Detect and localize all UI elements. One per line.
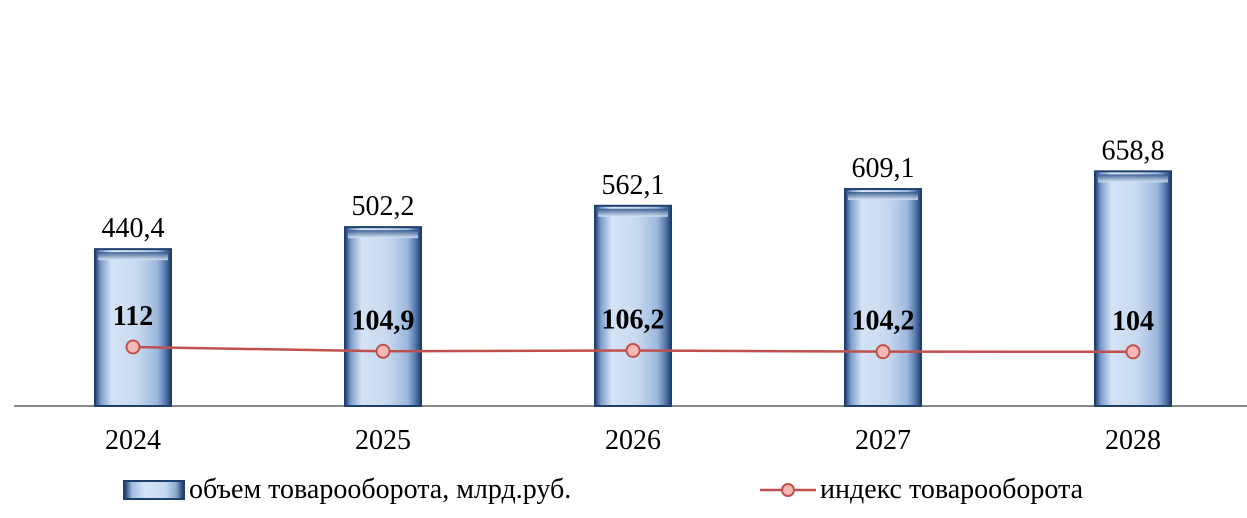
index-value-label-2027: 104,2 [852,306,915,337]
x-tick-label-2027: 2027 [855,425,911,456]
index-value-label-2028: 104 [1112,306,1154,337]
bar-top-bevel-2026 [598,208,668,217]
bar-top-bevel-2024 [98,252,168,261]
bar-2024 [94,248,172,407]
x-tick-label-2025: 2025 [355,425,411,456]
index-value-label-2025: 104,9 [352,305,415,336]
legend-label-volume: объем товарооборота, млрд.руб. [189,474,572,505]
bar-value-label-2028: 658,8 [1102,135,1165,166]
x-axis-tick-labels: 2024 2025 2026 2027 2028 [105,425,1161,456]
bar-2028 [1094,170,1172,407]
bar-series [94,170,1172,407]
index-value-label-2026: 106,2 [602,304,665,335]
index-point-2025 [375,343,391,359]
bar-top-bevel-2027 [848,192,918,201]
bar-top-bevel-2028 [1098,174,1168,183]
bar-2027 [844,188,922,407]
bar-2026 [594,204,672,407]
line-series [125,339,1141,360]
bar-top-bevel-2025 [348,230,418,239]
legend-label-index: индекс товарооборота [820,474,1084,505]
legend-bar-swatch-icon [123,480,185,500]
x-tick-label-2024: 2024 [105,425,161,456]
index-value-label-2024: 112 [113,301,153,332]
index-point-2028 [1125,344,1141,360]
bar-data-labels: 440,4 502,2 562,1 609,1 658,8 [102,135,1165,244]
line-data-labels: 112 104,9 106,2 104,2 104 [113,301,1154,337]
legend-item-volume: объем товарооборота, млрд.руб. [123,474,571,506]
bar-value-label-2027: 609,1 [852,153,915,184]
x-tick-label-2026: 2026 [605,425,661,456]
legend-item-index: индекс товарооборота [760,474,1083,506]
index-point-2027 [875,344,891,360]
bar-2025 [344,226,422,407]
x-tick-label-2028: 2028 [1105,425,1161,456]
legend-line-marker-icon [760,483,816,497]
bar-value-label-2024: 440,4 [102,213,165,244]
index-point-2026 [625,342,641,358]
bar-value-label-2025: 502,2 [352,191,415,222]
index-point-2024 [125,339,141,355]
legend: объем товарооборота, млрд.руб. индекс то… [0,474,1247,514]
bar-value-label-2026: 562,1 [602,170,665,201]
